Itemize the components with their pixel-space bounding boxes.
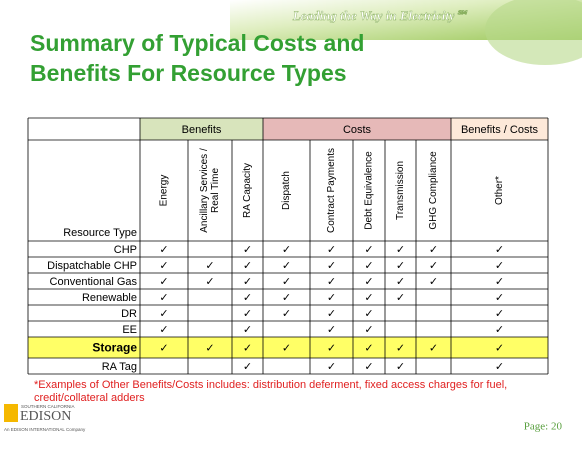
check-mark: ✓ [159, 243, 168, 256]
column-header: Contract Payments [326, 148, 337, 233]
check-mark: ✓ [396, 291, 405, 304]
check-mark: ✓ [159, 323, 168, 336]
column-header: Ancillary Services / [199, 148, 210, 233]
check-mark: ✓ [327, 360, 336, 373]
check-mark: ✓ [327, 307, 336, 320]
check-mark: ✓ [364, 259, 373, 272]
column-header: Transmission [395, 161, 406, 220]
check-mark: ✓ [396, 243, 405, 256]
tagline: Leading the Way in Electricity℠ [292, 8, 468, 23]
check-mark: ✓ [159, 291, 168, 304]
check-mark: ✓ [159, 275, 168, 288]
row-header: Resource Type [63, 227, 137, 239]
group-header-cell [451, 118, 548, 140]
check-mark: ✓ [205, 275, 214, 288]
check-mark: ✓ [396, 259, 405, 272]
row-label: Conventional Gas [50, 276, 138, 288]
column-header: Real Time [210, 168, 221, 213]
check-mark: ✓ [495, 323, 504, 336]
check-mark: ✓ [495, 307, 504, 320]
group-header: Benefits / Costs [461, 124, 539, 136]
check-mark: ✓ [364, 307, 373, 320]
column-header: Energy [159, 175, 170, 207]
title: Benefits For Resource Types [30, 60, 347, 86]
check-mark: ✓ [429, 259, 438, 272]
check-mark: ✓ [243, 275, 252, 288]
check-mark: ✓ [282, 259, 291, 272]
row-label: EE [122, 324, 137, 336]
check-mark: ✓ [327, 275, 336, 288]
logo-top: SOUTHERN CALIFORNIA [21, 404, 75, 409]
leaf [485, 0, 582, 65]
check-mark: ✓ [495, 275, 504, 288]
check-mark: ✓ [243, 342, 252, 355]
check-mark: ✓ [364, 243, 373, 256]
logo-bottom: An EDISON INTERNATIONAL Company [4, 427, 86, 432]
group-header: Costs [343, 124, 372, 136]
check-mark: ✓ [159, 342, 168, 355]
row-label: Storage [92, 341, 137, 355]
check-mark: ✓ [364, 275, 373, 288]
check-mark: ✓ [495, 243, 504, 256]
check-mark: ✓ [429, 275, 438, 288]
check-mark: ✓ [327, 342, 336, 355]
check-mark: ✓ [243, 307, 252, 320]
table: Benefits Costs Benefits / Costs Resource Ty… [27, 117, 549, 375]
title: Summary of Typical Costs and [30, 30, 364, 56]
check-mark: ✓ [205, 342, 214, 355]
logo-name: EDISON [20, 409, 71, 424]
check-mark: ✓ [282, 275, 291, 288]
row-label: RA Tag [102, 361, 137, 373]
check-mark: ✓ [327, 291, 336, 304]
check-mark: ✓ [282, 342, 291, 355]
check-mark: ✓ [159, 259, 168, 272]
check-mark: ✓ [159, 307, 168, 320]
row-label: Dispatchable CHP [47, 260, 137, 272]
column-header: Debt Equivalence [364, 151, 375, 230]
column-header: Other* [494, 176, 505, 205]
column-header: GHG Compliance [428, 151, 439, 230]
check-mark: ✓ [243, 259, 252, 272]
page-number: Page: 20 [524, 421, 563, 433]
check-mark: ✓ [495, 291, 504, 304]
group-header-cell [140, 118, 263, 140]
check-mark: ✓ [282, 291, 291, 304]
row-label: DR [121, 308, 137, 320]
check-mark: ✓ [396, 342, 405, 355]
check-mark: ✓ [429, 243, 438, 256]
check-mark: ✓ [282, 243, 291, 256]
check-mark: ✓ [243, 360, 252, 373]
highlight-row [28, 337, 548, 358]
check-mark: ✓ [327, 243, 336, 256]
check-mark: ✓ [429, 342, 438, 355]
check-mark: ✓ [495, 360, 504, 373]
check-mark: ✓ [243, 243, 252, 256]
check-mark: ✓ [327, 259, 336, 272]
footnote: credit/collateral adders [34, 392, 145, 404]
check-mark: ✓ [243, 323, 252, 336]
check-mark: ✓ [396, 275, 405, 288]
check-mark: ✓ [282, 307, 291, 320]
logo-mark [4, 404, 18, 422]
check-mark: ✓ [495, 259, 504, 272]
check-mark: ✓ [327, 323, 336, 336]
check-mark: ✓ [364, 360, 373, 373]
check-mark: ✓ [364, 291, 373, 304]
check-mark: ✓ [364, 323, 373, 336]
row-label: CHP [114, 244, 137, 256]
check-mark: ✓ [495, 342, 504, 355]
column-header: Dispatch [281, 171, 292, 210]
footnote: *Examples of Other Benefits/Costs includ… [34, 379, 507, 391]
group-header-cell [263, 118, 451, 140]
check-mark: ✓ [364, 342, 373, 355]
check-mark: ✓ [396, 360, 405, 373]
group-header: Benefits [182, 124, 222, 136]
check-mark: ✓ [205, 259, 214, 272]
row-label: Renewable [82, 292, 137, 304]
check-mark: ✓ [243, 291, 252, 304]
column-header: RA Capacity [242, 163, 253, 218]
